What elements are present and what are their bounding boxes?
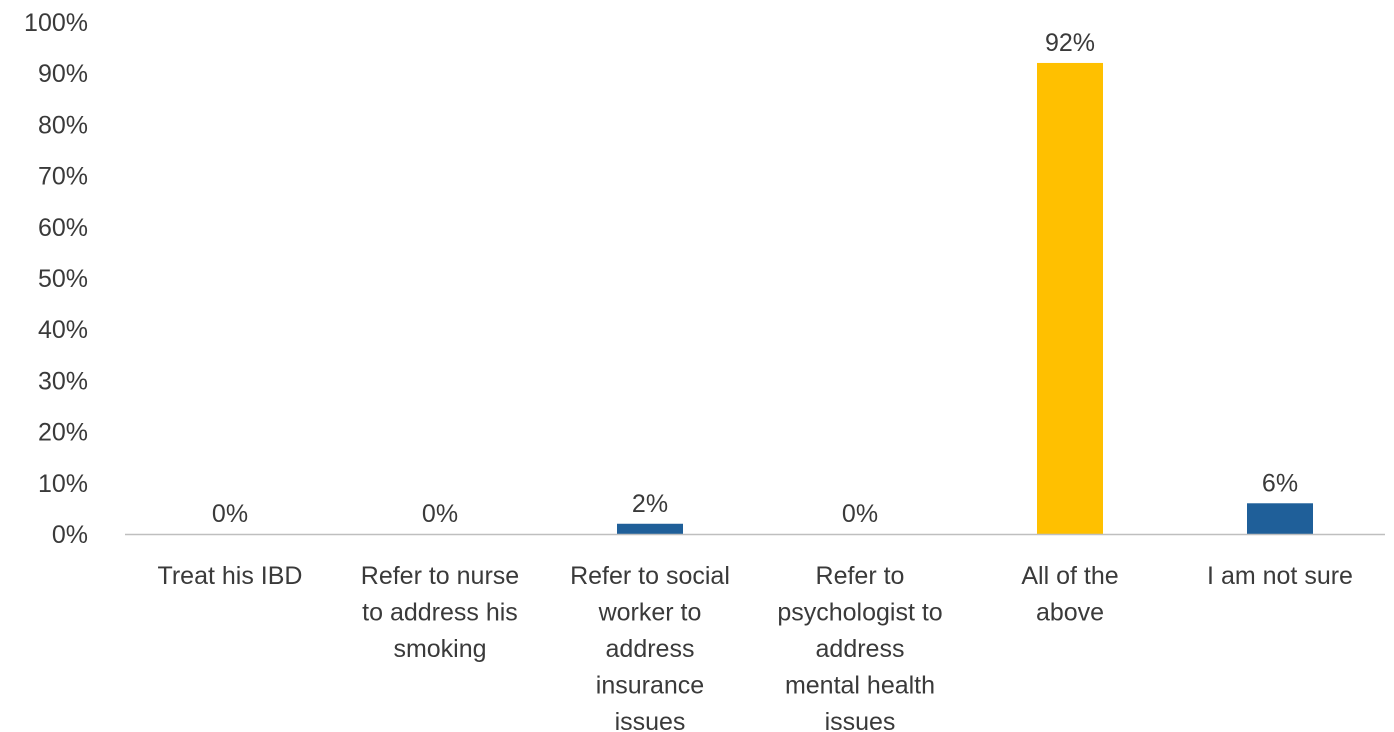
category-label: I am not sure: [1207, 562, 1353, 590]
data-label: 0%: [842, 500, 878, 528]
category-label-line: worker to: [598, 599, 702, 627]
y-tick-label: 70%: [38, 163, 88, 191]
category-label-line: address: [816, 635, 905, 663]
bar: [1247, 503, 1313, 534]
category-label-line: Refer to nurse: [361, 562, 519, 590]
y-tick-label: 20%: [38, 419, 88, 447]
category-label-line: mental health: [785, 672, 935, 700]
category-label: Treat his IBD: [158, 562, 303, 590]
y-tick-label: 100%: [24, 9, 88, 37]
category-label: All of the above: [1021, 562, 1118, 627]
data-label: 0%: [422, 500, 458, 528]
y-tick-label: 40%: [38, 316, 88, 344]
y-tick-label: 10%: [38, 470, 88, 498]
bar: [1037, 62, 1103, 535]
y-tick-label: 80%: [38, 111, 88, 139]
y-tick-label: 0%: [52, 521, 88, 549]
category-label-line: Refer to: [816, 562, 905, 590]
bars: [617, 62, 1313, 535]
category-label-line: above: [1036, 599, 1104, 627]
category-label: Refer to social worker to address insurance…: [570, 562, 730, 732]
category-label-line: All of the: [1021, 562, 1118, 590]
category-label-line: insurance: [596, 672, 704, 700]
category-label-line: smoking: [393, 635, 486, 663]
data-label: 2%: [632, 490, 668, 518]
category-label-line: to address his: [362, 599, 518, 627]
category-label-line: I am not sure: [1207, 562, 1353, 590]
y-tick-label: 60%: [38, 214, 88, 242]
category-label-line: Treat his IBD: [158, 562, 303, 590]
data-label: 92%: [1045, 29, 1095, 57]
y-tick-label: 30%: [38, 367, 88, 395]
y-tick-label: 90%: [38, 60, 88, 88]
category-label-line: issues: [615, 708, 686, 732]
y-axis-ticks: 0% 10% 20% 30% 40% 50% 60% 70% 80% 90% 100%: [24, 9, 88, 549]
category-label: Refer to nurse to address his smoking: [361, 562, 519, 663]
category-label-line: issues: [825, 708, 896, 732]
category-label: Refer to psychologist to address mental hea…: [777, 562, 942, 732]
data-label: 0%: [212, 500, 248, 528]
category-label-line: psychologist to: [777, 599, 942, 627]
category-label-line: Refer to social: [570, 562, 730, 590]
data-label: 6%: [1262, 469, 1298, 497]
category-label-line: address: [606, 635, 695, 663]
data-labels: 0% 0% 2% 0% 92% 6%: [212, 29, 1298, 528]
y-tick-label: 50%: [38, 265, 88, 293]
bar: [617, 523, 683, 534]
category-labels: Treat his IBD Refer to nurse to address hi…: [158, 562, 1353, 732]
